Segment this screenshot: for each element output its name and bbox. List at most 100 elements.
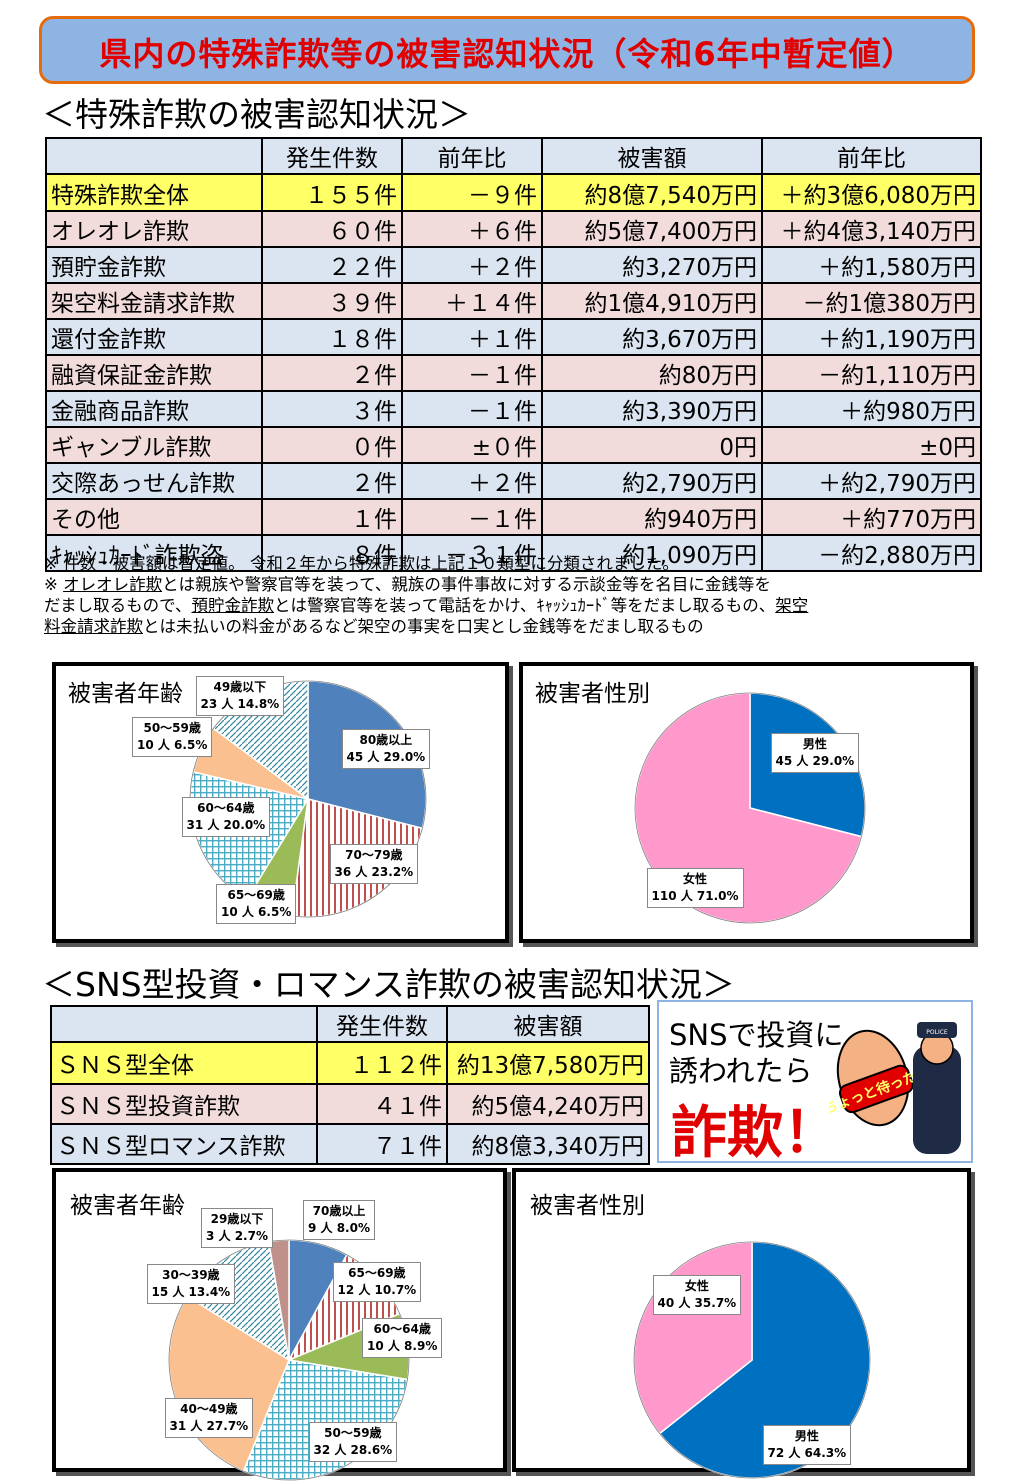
pie-label-category: 女性 [684,1279,709,1293]
pie-label-value: 10 人 6.5% [137,738,208,752]
row-name: ＳＮＳ型投資詐欺 [50,1083,318,1125]
pie-data-label: 70歳以上 9 人 8.0% [303,1200,375,1240]
term-kakuu-2: 料金請求詐欺 [44,617,143,636]
row-count: ７１件 [316,1123,448,1165]
pie-data-label: 男性 45 人 29.0% [770,733,860,773]
pie-label-value: 45 人 29.0% [775,754,855,768]
row-damage: 約3,390万円 [541,390,763,428]
pie-label-category: 70～79歳 [345,848,403,862]
pie-label-value: 9 人 8.0% [308,1221,370,1235]
row-count: ４１件 [316,1083,448,1125]
row-damage-diff: －約1億380万円 [761,282,982,320]
row-count-diff: －１件 [401,354,543,392]
table-row: 架空料金請求詐欺 ３９件 ＋１４件 約1億4,910万円 －約1億380万円 [45,282,982,320]
row-damage-diff: ＋約1,190万円 [761,318,982,356]
row-count-diff: －３１件 [401,534,543,572]
pie-label-value: 31 人 20.0% [186,818,266,832]
pie-data-label: 50～59歳 32 人 28.6% [308,1422,398,1462]
row-name: 特殊詐欺全体 [45,173,263,212]
row-name: ｷｬｯｼｭｶｰﾄﾞ詐欺盗 [45,534,263,572]
pie-outline [168,1239,410,1481]
pie-label-value: 45 人 29.0% [346,750,426,764]
table-header-row: 発生件数 前年比 被害額 前年比 [45,137,982,175]
pie-label-category: 女性 [683,872,708,886]
pie-data-label: 70～79歳 36 人 23.2% [329,844,419,884]
row-damage: 約1億4,910万円 [541,282,763,320]
table-row: ＳＮＳ型投資詐欺 ４１件 約5億4,240万円 [50,1083,650,1125]
row-name: ＳＮＳ型全体 [50,1041,318,1085]
row-damage: 約8億7,540万円 [541,173,763,212]
term-oreore: オレオレ詐欺 [63,575,163,594]
table-row-total: ＳＮＳ型全体 １１２件 約13億7,580万円 [50,1041,650,1085]
pie-outline [633,1241,871,1479]
note-line-1: ※ 件数・被害額は暫定値。 令和２年から特殊詐欺は上記１０類型に分類されました。 [44,554,679,573]
table-row: 融資保証金詐欺 ２件 －１件 約80万円 －約1,110万円 [45,354,982,392]
header-count-diff: 前年比 [401,137,543,175]
table-row: 還付金詐欺 １８件 ＋１件 約3,670万円 ＋約1,190万円 [45,318,982,356]
table-row: 預貯金詐欺 ２２件 ＋２件 約3,270万円 ＋約1,580万円 [45,246,982,284]
row-count: ８件 [261,534,403,572]
row-damage: 0円 [541,426,763,464]
pie-data-label: 女性 40 人 35.7% [652,1275,742,1315]
row-damage-diff: ＋約3億6,080万円 [761,173,982,212]
table-row: ｷｬｯｼｭｶｰﾄﾞ詐欺盗 ８件 －３１件 約1,090万円 －約2,880万円 [45,534,982,572]
pie-data-label: 29歳以下 3 人 2.7% [201,1208,273,1248]
pie-label-value: 110 人 71.0% [651,889,739,903]
chart-title: 被害者性別 [530,1193,645,1219]
row-damage: 約2,790万円 [541,462,763,500]
row-damage: 約5億7,400万円 [541,210,763,248]
row-damage-diff: ＋約4億3,140万円 [761,210,982,248]
pie-data-label: 男性 72 人 64.3% [762,1425,852,1465]
note-line-2: ※ オレオレ詐欺とは親族や警察官等を装って、親族の事件事故に対する示談金等を名目… [44,575,771,594]
row-damage-diff: ＋約1,580万円 [761,246,982,284]
pie-label-category: 50～59歳 [143,721,201,735]
table-row: 交際あっせん詐欺 ２件 ＋２件 約2,790万円 ＋約2,790万円 [45,462,982,500]
row-damage: 約3,670万円 [541,318,763,356]
row-count-diff: ±０件 [401,426,543,464]
row-count: ３９件 [261,282,403,320]
promo-line-1: SNSで投資に [669,1018,844,1052]
pie-label-value: 40 人 35.7% [657,1296,737,1310]
note-line-3: だまし取るもので、預貯金詐欺とは警察官等を装って電話をかけ、ｷｬｯｼｭｶｰﾄﾞ等… [44,596,809,615]
note-line-4: 料金請求詐欺とは未払いの料金があるなど架空の事実を口実とし金銭等をだまし取るもの [44,617,704,636]
pie-label-category: 30～39歳 [162,1268,220,1282]
row-name: その他 [45,498,263,536]
row-damage: 約3,270万円 [541,246,763,284]
row-count-diff: ＋２件 [401,246,543,284]
pie-label-value: 15 人 13.4% [151,1285,231,1299]
row-damage: 約1,090万円 [541,534,763,572]
row-damage: 約5億4,240万円 [446,1083,650,1125]
pie-label-category: 49歳以下 [213,680,267,694]
chart-box-gender-2: 被害者性別 男性 72 人 64.3% 女性 40 人 35.7% [512,1168,971,1479]
row-count-diff: ＋２件 [401,462,543,500]
header-damage-diff: 前年比 [761,137,982,175]
header-damage: 被害額 [541,137,763,175]
special-fraud-table: 発生件数 前年比 被害額 前年比 特殊詐欺全体 １５５件 －９件 約8億7,54… [45,137,982,572]
pie-data-label: 女性 110 人 71.0% [646,868,744,908]
pie-label-value: 3 人 2.7% [206,1229,268,1243]
row-damage-diff: ＋約2,790万円 [761,462,982,500]
pie-label-category: 男性 [794,1429,819,1443]
pie-label-category: 40～49歳 [180,1402,238,1416]
row-count: ２件 [261,354,403,392]
row-name: 交際あっせん詐欺 [45,462,263,500]
pie-label-value: 72 人 64.3% [767,1446,847,1460]
row-count-diff: －１件 [401,390,543,428]
pie-label-value: 32 人 28.6% [313,1443,393,1457]
row-count: ０件 [261,426,403,464]
row-count: ２２件 [261,246,403,284]
title-banner: 県内の特殊詐欺等の被害認知状況（令和6年中暫定値） [39,16,975,84]
warning-promo: SNSで投資に 誘われたら 詐欺！ ちょっと待った！ POLICE [657,1000,973,1166]
pie-outline [634,692,866,924]
pie-data-label: 60～64歳 10 人 8.9% [362,1318,443,1358]
pie-chart-age-2 [168,1239,410,1481]
row-damage-diff: －約1,110万円 [761,354,982,392]
pie-label-value: 31 人 27.7% [169,1419,249,1433]
row-count: ６０件 [261,210,403,248]
pie-label-category: 80歳以上 [359,733,413,747]
promo-line-2: 誘われたら [669,1054,813,1088]
chart-box-age-1: 被害者年齢 80歳以上 45 人 29.0% 70～79歳 36 人 23.2% 65～… [52,662,509,943]
row-count-diff: ＋１４件 [401,282,543,320]
row-name: 金融商品詐欺 [45,390,263,428]
row-name: 架空料金請求詐欺 [45,282,263,320]
